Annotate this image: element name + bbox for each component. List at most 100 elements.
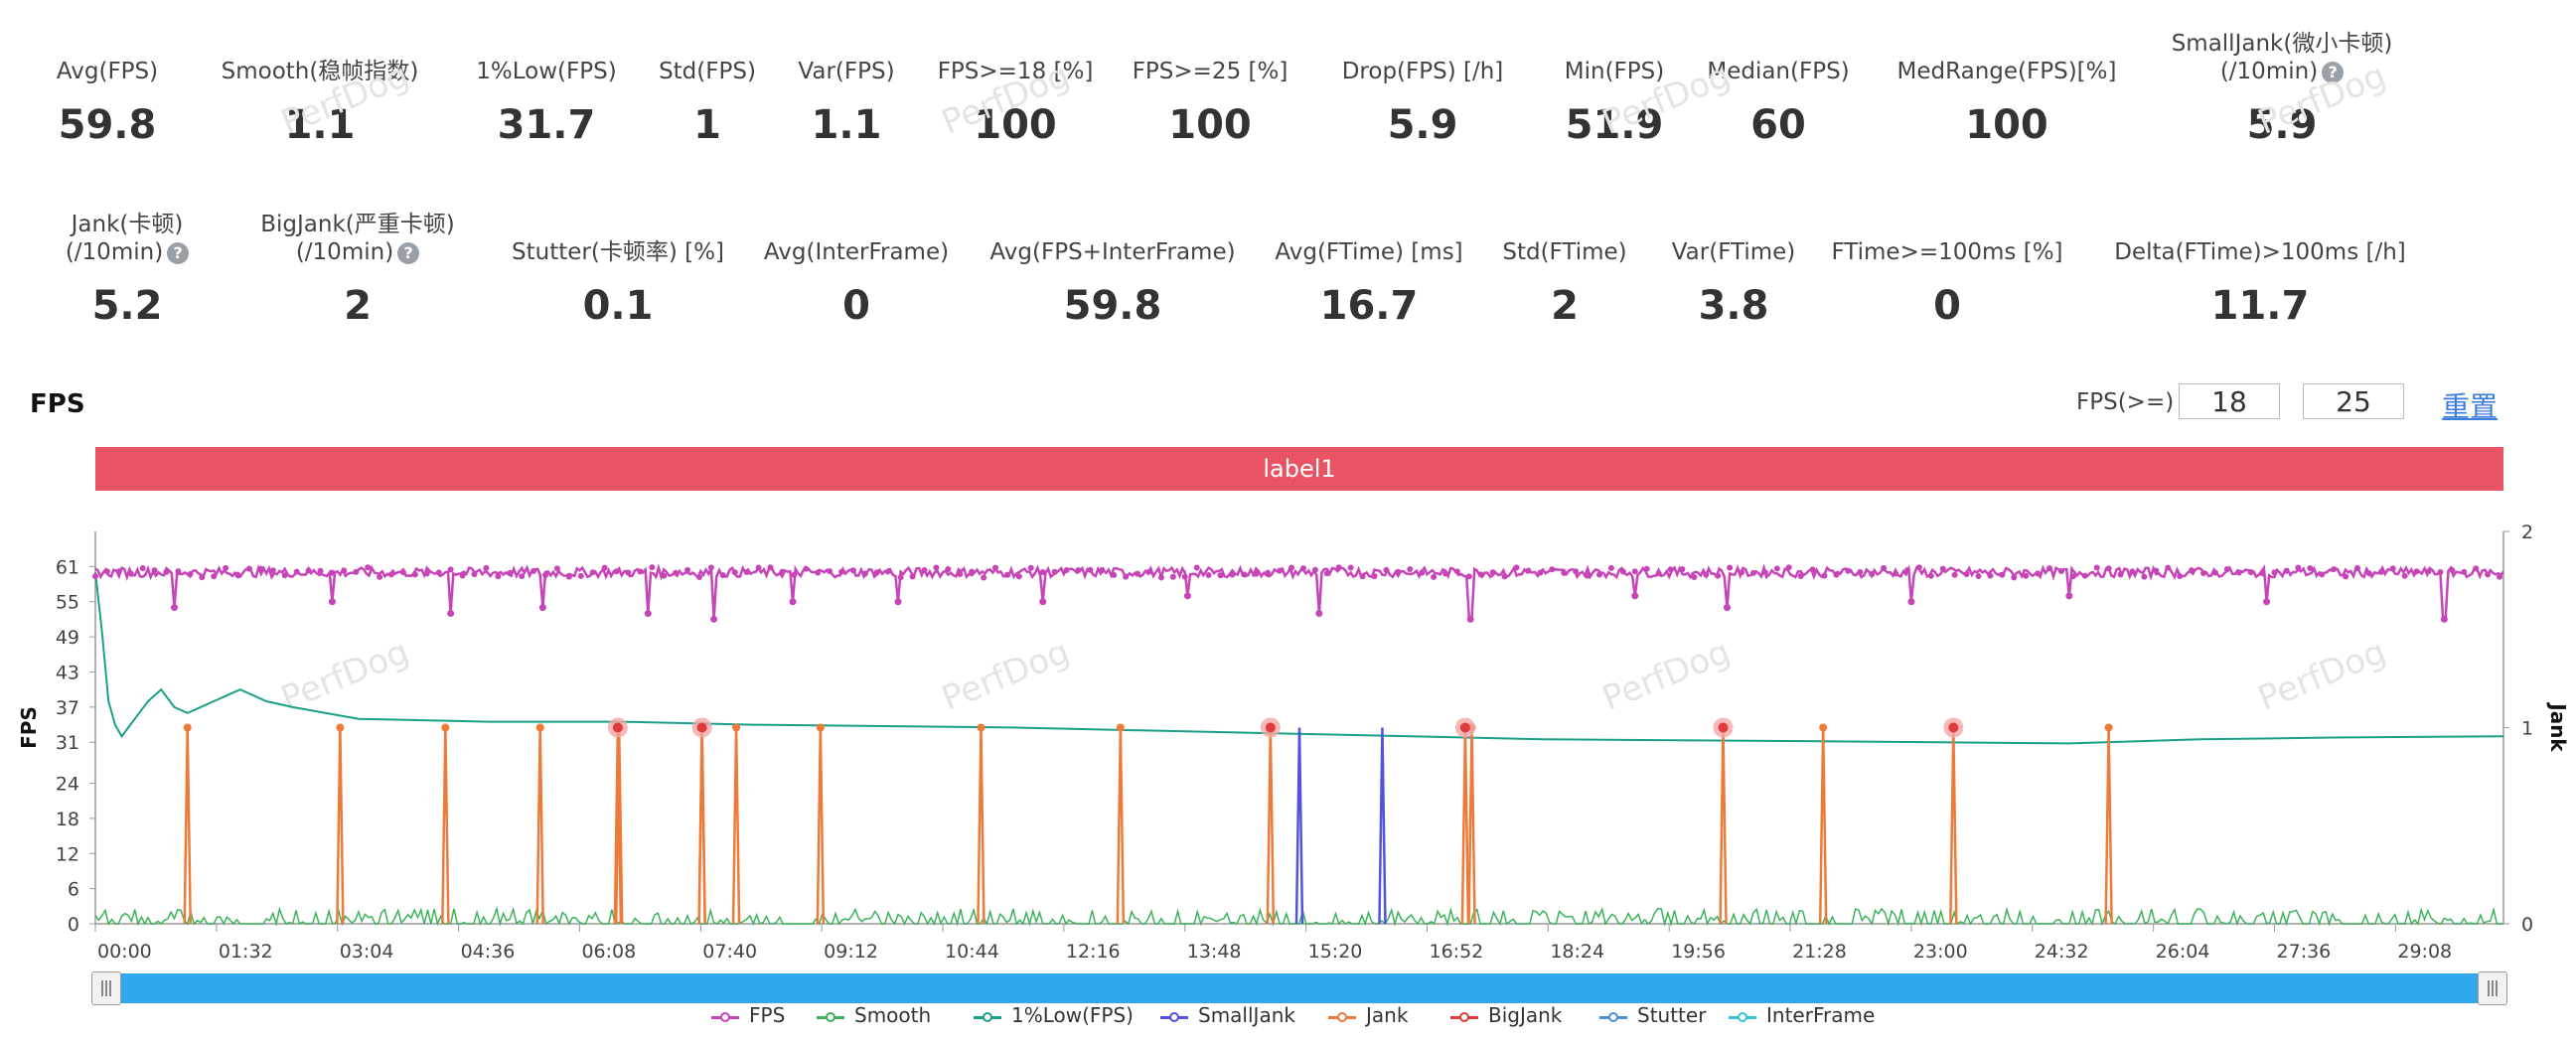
reset-link[interactable]: 重置: [2442, 390, 2499, 423]
metric-value: 0: [842, 283, 870, 329]
metric-metrics_row1-8: Min(FPS) 51.9: [1445, 58, 1783, 147]
legend-item[interactable]: Jank: [1328, 1003, 1408, 1027]
range-end-handle[interactable]: [2478, 971, 2507, 1005]
fps-point: [1501, 573, 1508, 580]
metric-label: FTime>=100ms [%]: [1831, 239, 2063, 265]
x-tick-label: 21:28: [1792, 941, 1847, 963]
metric-label: FPS>=18 [%]: [937, 59, 1094, 84]
legend-label: 1%Low(FPS): [1011, 1003, 1134, 1027]
x-tick-label: 07:40: [702, 941, 757, 963]
metric-label: Avg(InterFrame): [763, 239, 950, 265]
help-icon[interactable]: ?: [2322, 61, 2345, 83]
fps-point: [1739, 569, 1745, 576]
fps-point: [530, 567, 537, 574]
fps-point: [1573, 568, 1580, 575]
fps-threshold-low-input[interactable]: [2179, 383, 2280, 419]
metric-value: 0: [1933, 283, 1961, 329]
legend-symbol-icon: [1160, 1010, 1188, 1024]
fps-point: [542, 571, 549, 578]
fps-point: [731, 569, 738, 576]
fps-point: [2153, 567, 2160, 574]
legend-item[interactable]: InterFrame: [1729, 1003, 1875, 1027]
metric-label: Var(FPS): [798, 59, 895, 84]
fps-point: [1773, 565, 1780, 572]
fps-dip-point: [789, 598, 797, 606]
time-range-scrollbar[interactable]: [91, 971, 2507, 1005]
fps-point: [791, 571, 798, 578]
fps-dip-point: [538, 604, 546, 612]
fps-point: [1845, 567, 1852, 574]
jank-point: [441, 723, 450, 732]
fps-point: [234, 571, 241, 578]
metric-metrics_row2-4: Avg(FPS+InterFrame) 59.8: [944, 238, 1282, 328]
fps-point: [909, 573, 916, 580]
fps-point: [495, 573, 502, 580]
fps-point: [1145, 568, 1152, 575]
metric-label: MedRange(FPS)[%]: [1896, 59, 2117, 84]
fps-point: [1869, 571, 1876, 578]
fps-point: [1253, 570, 1260, 577]
fps-point: [483, 564, 490, 571]
fps-point: [1561, 569, 1568, 576]
jank-spike: [336, 727, 345, 925]
legend-symbol-icon: [1450, 1010, 1478, 1024]
fps-point: [1181, 573, 1188, 580]
bigjank-spike: [1266, 727, 1276, 925]
fps-point: [115, 568, 122, 575]
fps-point: [649, 564, 656, 571]
fps-point: [577, 572, 584, 579]
fps-point: [992, 564, 999, 571]
jank-spike: [1467, 727, 1476, 925]
fps-point: [2307, 564, 2314, 571]
metric-label-unit: (/10min)?: [189, 238, 527, 266]
fps-point: [257, 565, 264, 572]
fps-point: [707, 564, 714, 571]
fps-point: [565, 573, 572, 580]
fps-point: [365, 564, 372, 571]
help-icon[interactable]: ?: [167, 241, 190, 264]
fps-point: [1288, 564, 1295, 571]
series-smooth-line: [94, 906, 2503, 927]
fps-point: [1027, 564, 1034, 571]
fps-point: [1691, 574, 1698, 581]
jank-spike: [1116, 727, 1126, 925]
label-bar[interactable]: label1: [95, 447, 2503, 491]
fps-point: [661, 572, 668, 579]
metric-metrics_row1-1: Smooth(稳帧指数) 1.1: [151, 58, 489, 147]
fps-dip-point: [1039, 598, 1047, 606]
chart-legend: FPS Smooth 1%Low(FPS) SmallJank Jank BigJank S…: [0, 1003, 2576, 1041]
y-tick-label: 55: [56, 592, 79, 614]
fps-point: [969, 568, 976, 575]
fps-point: [1963, 571, 1970, 578]
legend-item[interactable]: FPS: [711, 1003, 785, 1027]
legend-symbol-icon: [1328, 1010, 1356, 1024]
legend-item[interactable]: SmallJank: [1160, 1003, 1295, 1027]
metric-value: 59.8: [58, 102, 157, 148]
metric-label: FPS>=25 [%]: [1132, 59, 1288, 84]
fps-point: [553, 565, 560, 572]
fps-threshold-high-input[interactable]: [2303, 383, 2404, 419]
fps-point: [1809, 566, 1816, 573]
fps-dip-point: [1466, 615, 1474, 623]
help-icon[interactable]: ?: [397, 241, 420, 264]
chart-section-title: FPS: [30, 389, 85, 419]
legend-item[interactable]: 1%Low(FPS): [974, 1003, 1134, 1027]
legend-item[interactable]: Stutter: [1599, 1003, 1706, 1027]
metric-value: 2: [1551, 283, 1579, 329]
fps-dip-point: [1183, 592, 1191, 600]
legend-item[interactable]: Smooth: [817, 1003, 931, 1027]
metric-metrics_row2-7: Var(FTime) 3.8: [1565, 238, 1902, 328]
fps-point: [2046, 565, 2053, 572]
x-tick-label: 27:36: [2277, 941, 2332, 963]
fps-point: [1465, 573, 1472, 580]
fps-dip-point: [644, 610, 652, 618]
legend-item[interactable]: BigJank: [1450, 1003, 1562, 1027]
metric-label: Min(FPS): [1564, 59, 1665, 84]
x-tick-label: 26:04: [2156, 941, 2210, 963]
fps-point: [957, 570, 964, 577]
fps-dip-point: [447, 610, 455, 618]
jank-point: [977, 723, 985, 732]
fps-point: [1217, 572, 1224, 579]
range-start-handle[interactable]: [91, 971, 121, 1005]
fps-dip-point: [1315, 610, 1323, 618]
